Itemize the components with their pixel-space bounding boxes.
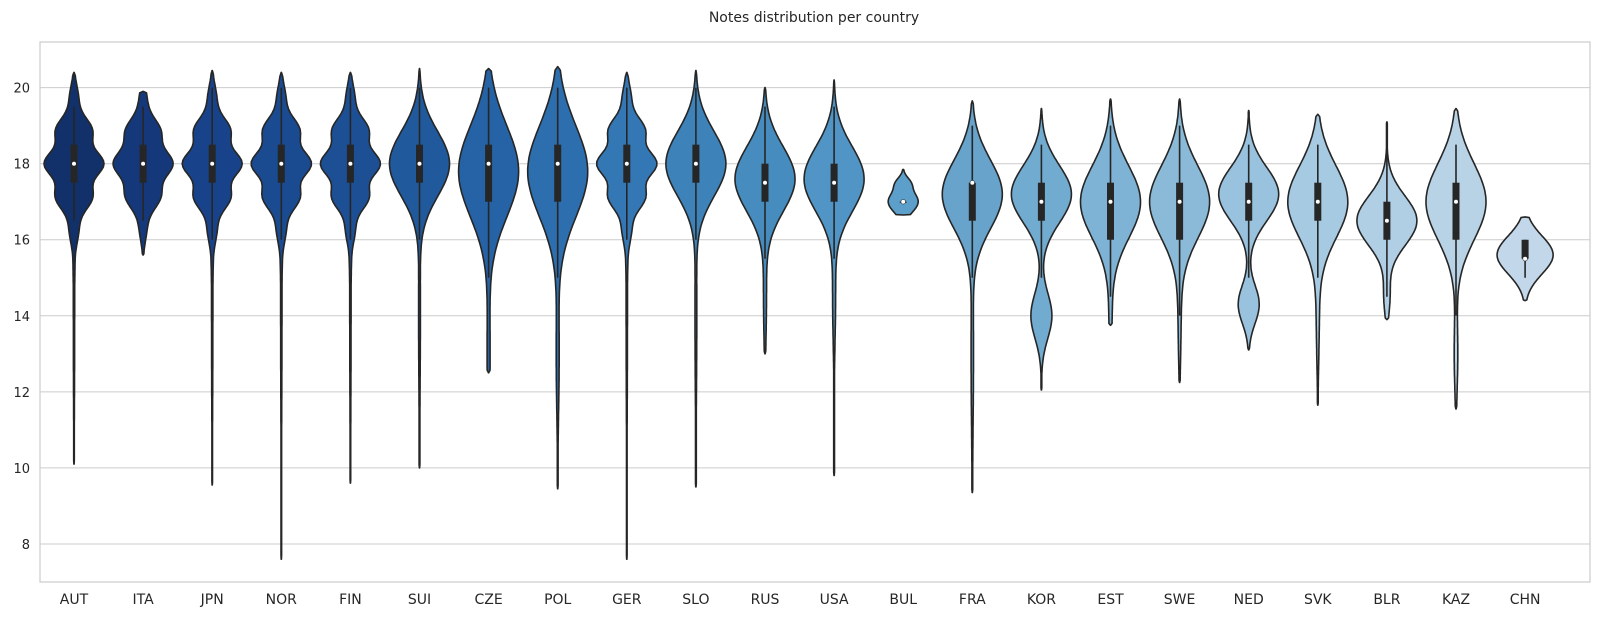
violin-body-fin xyxy=(319,71,382,484)
violin-bul xyxy=(887,168,919,216)
violin-median-rus xyxy=(762,180,768,186)
violin-iqr-swe xyxy=(1176,182,1184,240)
violin-median-bul xyxy=(900,199,906,205)
violin-median-pol xyxy=(555,161,561,167)
plot-frame xyxy=(39,41,1591,583)
violin-iqr-chn xyxy=(1521,239,1529,259)
violin-kor xyxy=(1010,107,1073,391)
violin-median-usa xyxy=(831,180,837,186)
violin-iqr-est xyxy=(1107,182,1114,240)
y-tick-label-10: 10 xyxy=(13,462,30,477)
x-tick-label-pol: POL xyxy=(544,592,571,608)
x-tick-label-slo: SLO xyxy=(682,592,709,608)
violin-body-nor xyxy=(250,71,313,560)
violin-usa xyxy=(803,79,865,477)
violin-median-swe xyxy=(1176,199,1183,205)
violin-fin xyxy=(319,71,382,484)
x-tick-label-fra: FRA xyxy=(959,592,986,608)
violin-median-jpn xyxy=(209,161,215,167)
violin-iqr-cze xyxy=(485,144,493,202)
violin-body-aut xyxy=(43,71,105,465)
violin-iqr-pol xyxy=(554,144,562,202)
violins xyxy=(43,65,1554,560)
violin-median-cze xyxy=(486,161,492,167)
violin-median-fra xyxy=(969,180,975,186)
violin-cze xyxy=(457,67,520,374)
violin-est xyxy=(1079,98,1142,327)
x-tick-label-kor: KOR xyxy=(1027,592,1056,608)
violin-jpn xyxy=(181,69,243,486)
violin-body-jpn xyxy=(181,69,243,486)
violin-blr xyxy=(1356,121,1418,321)
violin-aut xyxy=(43,71,105,465)
y-tick-label-16: 16 xyxy=(13,234,30,249)
violin-median-ita xyxy=(140,161,146,167)
chart-title: Notes distribution per country xyxy=(709,10,919,26)
x-tick-label-kaz: KAZ xyxy=(1442,592,1470,608)
y-tick-labels: 8 10 12 14 16 18 20 xyxy=(13,82,30,553)
violin-ger xyxy=(596,71,658,560)
violin-median-chn xyxy=(1522,256,1528,262)
x-tick-label-ger: GER xyxy=(612,592,642,608)
violin-median-blr xyxy=(1384,218,1390,224)
violin-iqr-fra xyxy=(968,182,976,221)
violin-ned xyxy=(1217,109,1280,351)
violin-swe xyxy=(1148,98,1211,384)
x-tick-label-svk: SVK xyxy=(1304,592,1332,608)
violin-kaz xyxy=(1425,107,1487,410)
violin-median-nor xyxy=(278,161,284,167)
violin-pol xyxy=(526,65,589,490)
violin-chn xyxy=(1496,216,1554,302)
violin-sui xyxy=(388,67,451,469)
violin-body-bul xyxy=(887,168,919,216)
violin-slo xyxy=(665,69,727,488)
violin-median-kaz xyxy=(1453,199,1459,205)
violin-body-slo xyxy=(665,69,727,488)
y-tick-label-14: 14 xyxy=(13,310,30,325)
violin-median-kor xyxy=(1038,199,1044,205)
violin-median-sui xyxy=(416,161,423,167)
x-tick-label-aut: AUT xyxy=(60,592,89,608)
y-tick-label-20: 20 xyxy=(13,82,30,97)
x-tick-label-est: EST xyxy=(1097,592,1124,608)
x-tick-label-usa: USA xyxy=(820,592,849,608)
x-tick-labels: AUT ITA JPN NOR FIN SUI CZE POL GER SLO RUS USA BUL F… xyxy=(60,592,1541,608)
violin-median-ned xyxy=(1246,199,1252,205)
violin-iqr-kaz xyxy=(1452,182,1460,240)
violin-body-sui xyxy=(388,67,451,469)
x-tick-label-ita: ITA xyxy=(133,592,155,608)
x-tick-label-cze: CZE xyxy=(474,592,502,608)
x-tick-label-fin: FIN xyxy=(339,592,362,608)
violin-median-fin xyxy=(347,161,354,167)
violin-body-usa xyxy=(803,79,865,477)
violin-ita xyxy=(112,90,174,256)
x-tick-label-chn: CHN xyxy=(1510,592,1541,608)
violin-median-ger xyxy=(624,161,630,167)
y-tick-label-18: 18 xyxy=(13,158,30,173)
y-tick-label-8: 8 xyxy=(22,538,30,553)
violin-body-fra xyxy=(941,100,1004,494)
violin-fra xyxy=(941,100,1004,494)
x-tick-label-bul: BUL xyxy=(889,592,917,608)
x-tick-label-jpn: JPN xyxy=(200,592,224,608)
violin-nor xyxy=(250,71,313,560)
y-tick-label-12: 12 xyxy=(13,386,30,401)
violin-median-aut xyxy=(71,161,77,167)
violin-median-est xyxy=(1107,199,1114,205)
x-tick-label-sui: SUI xyxy=(408,592,431,608)
violin-rus xyxy=(734,86,796,355)
violin-svk xyxy=(1287,113,1349,406)
x-tick-label-ned: NED xyxy=(1234,592,1264,608)
violin-median-slo xyxy=(693,161,699,167)
x-tick-label-rus: RUS xyxy=(751,592,780,608)
x-tick-label-swe: SWE xyxy=(1164,592,1196,608)
violin-body-ger xyxy=(596,71,658,560)
x-tick-label-nor: NOR xyxy=(266,592,297,608)
violin-median-svk xyxy=(1315,199,1321,205)
x-tick-label-blr: BLR xyxy=(1373,592,1400,608)
